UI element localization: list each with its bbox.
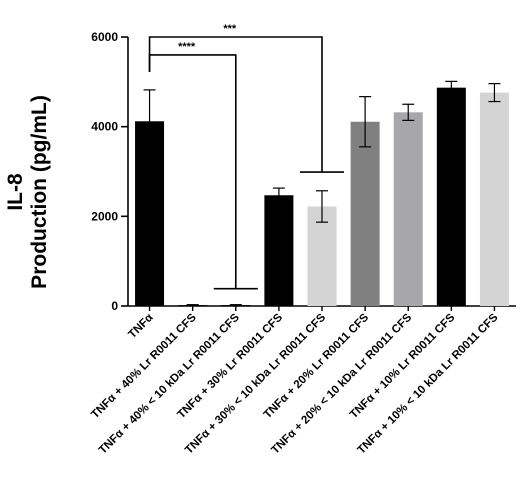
- y-axis-label: IL-8 Production (pg/mL): [4, 95, 51, 289]
- bar: [393, 112, 423, 306]
- bars: [135, 87, 509, 307]
- significance-bracket: [148, 54, 237, 289]
- significance-label: ***: [223, 23, 237, 35]
- bar: [479, 92, 509, 307]
- bar: [307, 206, 337, 306]
- y-axis-label-line2: Production (pg/mL): [28, 95, 51, 289]
- y-tick-label: 0: [111, 299, 118, 313]
- x-tick-label: TNFα: [126, 312, 155, 341]
- significance-label: ****: [178, 41, 196, 53]
- y-tick-label: 4000: [91, 120, 118, 134]
- error-bars: [143, 80, 501, 307]
- y-axis-label-line1: IL-8: [4, 173, 27, 211]
- bar: [350, 121, 380, 306]
- y-tick-label: 2000: [91, 209, 118, 223]
- bar: [264, 195, 294, 306]
- bar: [436, 87, 466, 306]
- significance-brackets: *******: [148, 23, 344, 290]
- y-tick-label: 6000: [91, 30, 118, 44]
